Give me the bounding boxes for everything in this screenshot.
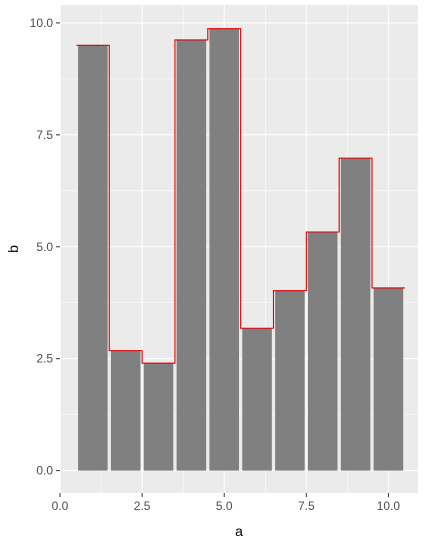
x-tick-label: 10.0 <box>377 499 401 513</box>
x-tick-label: 5.0 <box>216 499 233 513</box>
bar <box>275 290 305 471</box>
bar <box>373 287 404 471</box>
bar <box>209 28 239 471</box>
step-line <box>76 28 405 364</box>
bar <box>143 363 174 471</box>
bar <box>307 231 338 471</box>
bar <box>176 39 207 471</box>
x-axis-title: a <box>235 523 243 539</box>
bars <box>78 28 404 471</box>
y-tick-label: 10.0 <box>30 16 54 30</box>
y-tick-label: 7.5 <box>36 128 53 142</box>
y-tick-label: 5.0 <box>36 240 53 254</box>
bar <box>340 158 371 471</box>
y-tick-label: 0.0 <box>36 464 53 478</box>
y-axis-title: b <box>5 245 21 253</box>
x-axis: 0.0 2.5 5.0 7.5 10.0 <box>52 493 401 513</box>
y-tick-label: 2.5 <box>36 352 53 366</box>
bar <box>242 328 272 471</box>
y-axis: 0.0 2.5 5.0 7.5 10.0 <box>30 16 60 478</box>
bar <box>78 45 108 471</box>
x-tick-label: 2.5 <box>134 499 151 513</box>
x-tick-label: 0.0 <box>52 499 69 513</box>
x-tick-label: 7.5 <box>298 499 315 513</box>
bar <box>110 350 141 471</box>
